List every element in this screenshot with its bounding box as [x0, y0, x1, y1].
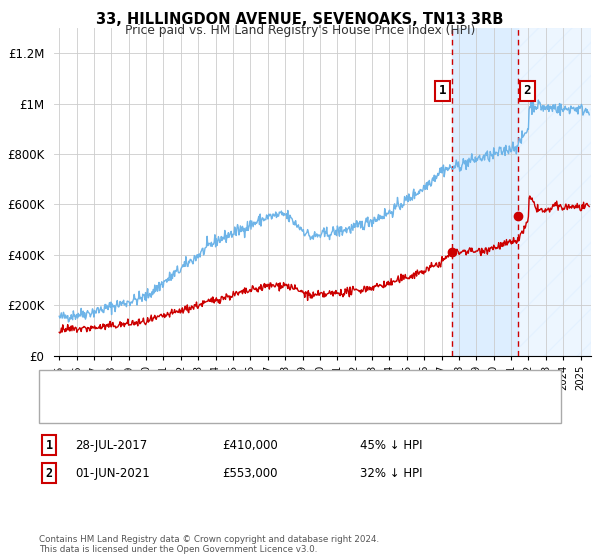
Text: Price paid vs. HM Land Registry's House Price Index (HPI): Price paid vs. HM Land Registry's House … [125, 24, 475, 36]
Text: 32% ↓ HPI: 32% ↓ HPI [360, 466, 422, 480]
Text: 1: 1 [439, 85, 446, 97]
Text: 1: 1 [46, 438, 53, 452]
Text: £553,000: £553,000 [222, 466, 277, 480]
Text: 45% ↓ HPI: 45% ↓ HPI [360, 438, 422, 452]
Text: £410,000: £410,000 [222, 438, 278, 452]
Text: Contains HM Land Registry data © Crown copyright and database right 2024.
This d: Contains HM Land Registry data © Crown c… [39, 535, 379, 554]
Text: 2: 2 [46, 466, 53, 480]
Text: ────: ──── [51, 405, 78, 415]
Text: 33, HILLINGDON AVENUE, SEVENOAKS, TN13 3RB: 33, HILLINGDON AVENUE, SEVENOAKS, TN13 3… [97, 12, 503, 27]
Bar [452, 28, 518, 356]
Text: HPI: Average price, detached house, Sevenoaks: HPI: Average price, detached house, Seve… [93, 405, 355, 415]
Text: 01-JUN-2021: 01-JUN-2021 [75, 466, 150, 480]
Text: 28-JUL-2017: 28-JUL-2017 [75, 438, 147, 452]
Text: 33, HILLINGDON AVENUE, SEVENOAKS, TN13 3RB (detached house): 33, HILLINGDON AVENUE, SEVENOAKS, TN13 3… [93, 377, 464, 387]
Bar [518, 28, 591, 356]
Text: ────: ──── [51, 377, 78, 387]
Text: 2: 2 [523, 85, 531, 97]
